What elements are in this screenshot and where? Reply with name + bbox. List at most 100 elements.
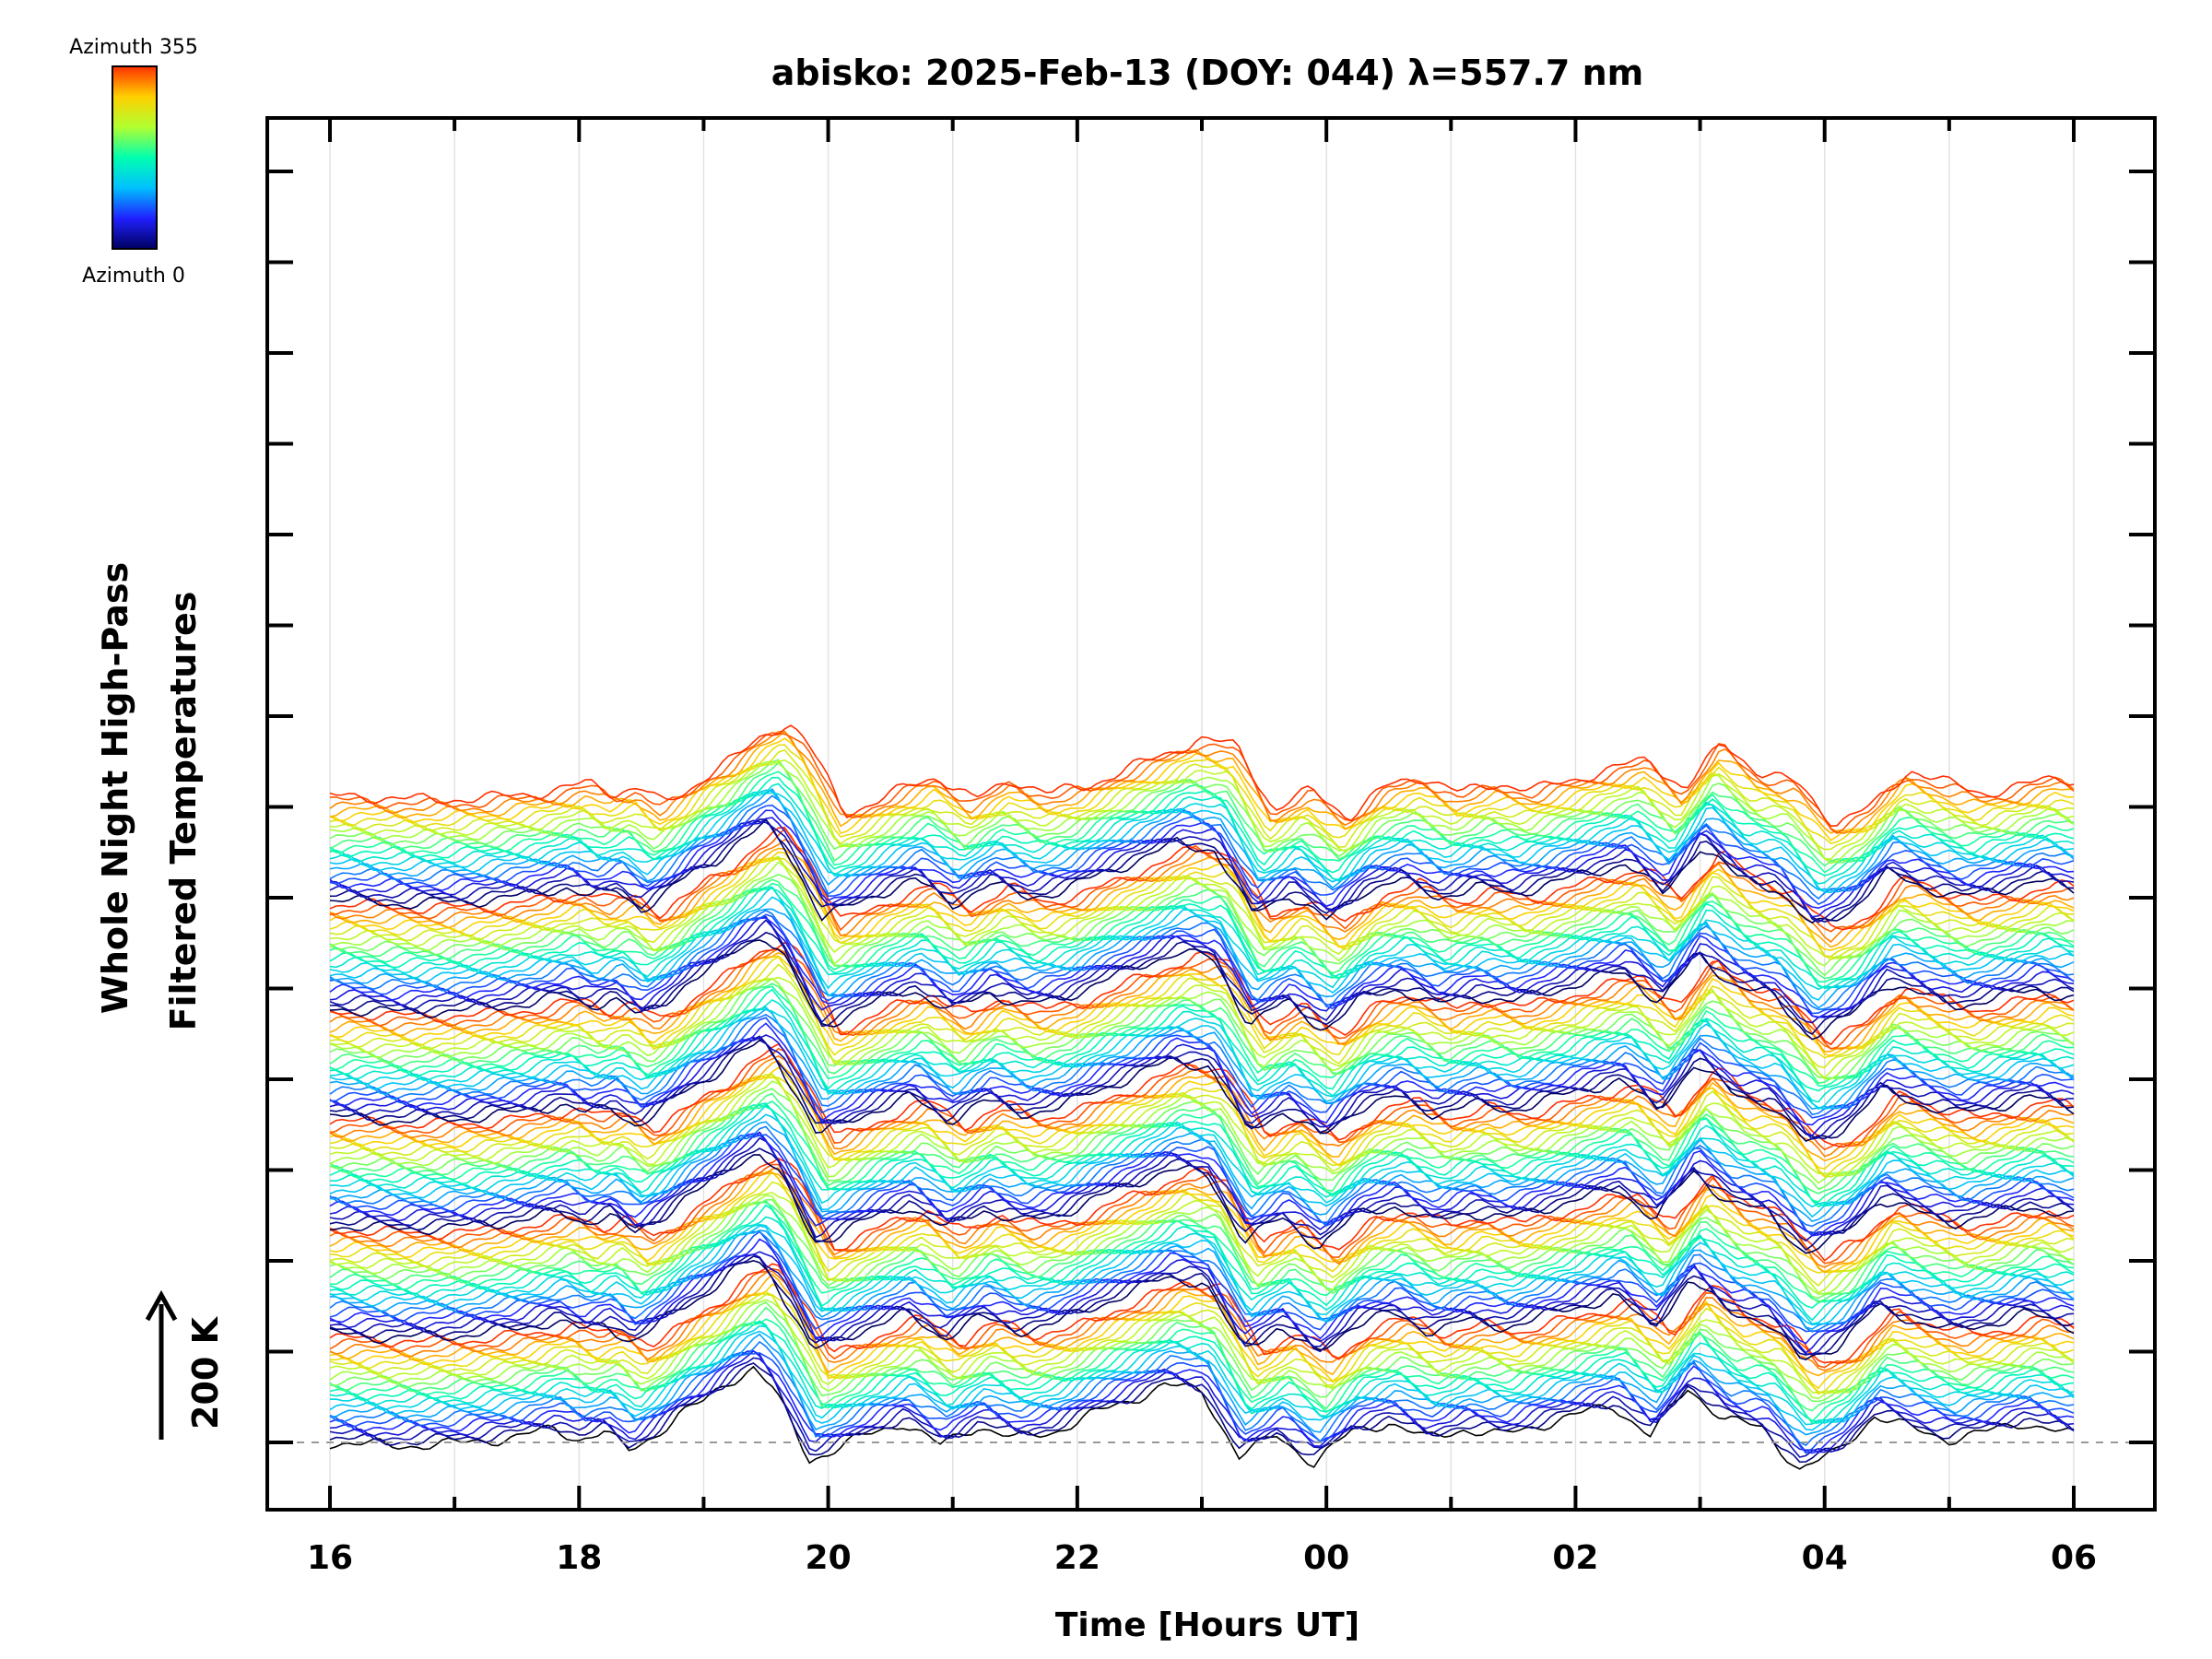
series-line-79 — [329, 1007, 2075, 1111]
series-line-81 — [329, 1008, 2075, 1111]
series-line-42 — [329, 1171, 2075, 1275]
series-line-127 — [329, 787, 2075, 893]
series-line-80 — [329, 1006, 2075, 1111]
series-line-135 — [329, 760, 2075, 865]
series-line-87 — [329, 977, 2075, 1080]
colorbar: Azimuth 355 Azimuth 0 — [69, 36, 198, 288]
series-line-18 — [329, 1292, 2075, 1395]
series-line-90 — [329, 956, 2075, 1059]
series-line-52 — [329, 1133, 2075, 1237]
series-line-20 — [329, 1273, 2075, 1377]
series-line-128 — [329, 789, 2075, 894]
scale-label: 200 K — [185, 1315, 226, 1430]
series-line-65 — [329, 1074, 2075, 1178]
x-tick-label: 16 — [307, 1539, 353, 1577]
series-line-97 — [329, 931, 2075, 1035]
series-line-71 — [329, 1042, 2075, 1148]
series-line-38 — [329, 1198, 2075, 1300]
series-line-140 — [329, 730, 2075, 834]
series-line-12 — [329, 1318, 2075, 1423]
series-line-104 — [329, 896, 2075, 1001]
x-tick-label: 06 — [2051, 1539, 2097, 1577]
series-line-121 — [329, 818, 2075, 923]
series-line-66 — [329, 1075, 2075, 1178]
chart-title: abisko: 2025-Feb-13 (DOY: 044) λ=557.7 n… — [771, 53, 1643, 93]
series-line-58 — [329, 1102, 2075, 1207]
x-tick-label: 22 — [1054, 1539, 1100, 1577]
series-line-73 — [329, 1035, 2075, 1140]
series-line-136 — [329, 759, 2075, 861]
series-line-60 — [329, 1100, 2075, 1203]
series-line-75 — [329, 1034, 2075, 1137]
series-line-5 — [329, 1351, 2075, 1454]
series-line-64 — [329, 1073, 2075, 1177]
series-line-41 — [329, 1181, 2075, 1287]
series-line-115 — [329, 851, 2075, 951]
series-line-2 — [329, 1357, 2075, 1458]
x-tick-label: 00 — [1303, 1539, 1349, 1577]
series-line-96 — [329, 939, 2075, 1041]
series-line-4 — [329, 1349, 2075, 1454]
x-tick-label: 18 — [556, 1539, 602, 1577]
series-line-43 — [329, 1171, 2075, 1274]
series-line-51 — [329, 1131, 2075, 1236]
plot-frame — [265, 116, 2157, 1512]
series-line-55 — [329, 1121, 2075, 1223]
series-lines — [329, 724, 2075, 1470]
series-line-19 — [329, 1283, 2075, 1390]
series-line-89 — [329, 963, 2075, 1069]
x-axis-label: Time [Hours UT] — [1055, 1606, 1359, 1644]
scale-arrow-icon — [145, 1289, 178, 1322]
series-line-28 — [329, 1238, 2075, 1345]
series-line-100 — [329, 917, 2075, 1018]
series-line-34 — [329, 1216, 2075, 1322]
series-line-83 — [329, 988, 2075, 1092]
series-line-129 — [329, 791, 2075, 893]
y-axis-label-line2: Filtered Temperatures — [163, 592, 204, 1031]
series-line-53 — [329, 1134, 2075, 1235]
series-line-68 — [329, 1059, 2075, 1162]
series-line-122 — [329, 819, 2075, 924]
series-line-137 — [329, 748, 2075, 851]
series-line-123 — [329, 817, 2075, 918]
series-line-59 — [329, 1104, 2075, 1208]
colorbar-gradient — [112, 65, 158, 250]
series-line-57 — [329, 1104, 2075, 1208]
series-line-9 — [329, 1324, 2075, 1426]
y-axis-label-line1: Whole Night High-Pass — [95, 562, 135, 1014]
series-line-10 — [329, 1320, 2075, 1424]
x-tick-label: 04 — [1802, 1539, 1848, 1577]
series-line-138 — [329, 744, 2075, 844]
series-line-143 — [329, 724, 2075, 828]
series-line-49 — [329, 1147, 2075, 1252]
series-line-17 — [329, 1290, 2075, 1394]
series-line-3 — [329, 1349, 2075, 1453]
series-line-112 — [329, 855, 2075, 959]
series-line-72 — [329, 1039, 2075, 1143]
x-tick-label: 20 — [806, 1539, 852, 1577]
series-line-63 — [329, 1080, 2075, 1184]
colorbar-bottom-label: Azimuth 0 — [82, 265, 185, 288]
series-line-82 — [329, 998, 2075, 1103]
series-line-105 — [329, 886, 2075, 991]
series-line-31 — [329, 1230, 2075, 1330]
x-tick-label: 02 — [1552, 1539, 1598, 1577]
series-line-98 — [329, 919, 2075, 1024]
series-line-56 — [329, 1113, 2075, 1218]
series-line-46 — [329, 1163, 2075, 1265]
series-line-16 — [329, 1293, 2075, 1394]
series-line-30 — [329, 1230, 2075, 1333]
series-line-85 — [329, 982, 2075, 1085]
scale-indicator: 200 K — [145, 1289, 226, 1440]
series-line-108 — [329, 882, 2075, 983]
axis-ticks: 16 18 20 22 00 02 04 06 — [267, 118, 2155, 1577]
series-line-126 — [329, 794, 2075, 900]
series-line-67 — [329, 1066, 2075, 1170]
series-line-15 — [329, 1299, 2075, 1400]
series-line-86 — [329, 977, 2075, 1080]
series-line-35 — [329, 1204, 2075, 1309]
series-line-130 — [329, 782, 2075, 885]
series-line-74 — [329, 1037, 2075, 1140]
series-line-120 — [329, 818, 2075, 924]
